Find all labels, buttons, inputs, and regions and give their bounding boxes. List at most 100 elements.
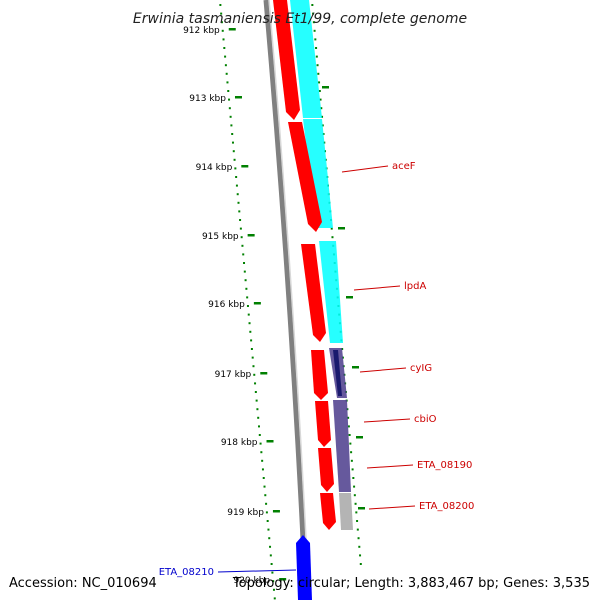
guide-tick — [338, 227, 345, 230]
gene-label[interactable]: ETA_08210 — [159, 567, 214, 578]
guide-dot — [316, 64, 319, 67]
guide-dot — [317, 72, 320, 75]
guide-dot — [341, 348, 344, 350]
guide-dot — [315, 47, 318, 49]
guide-dot — [347, 425, 350, 428]
gene-label[interactable]: ETA_08200 — [419, 501, 474, 512]
tick-label: 915 kbp — [202, 232, 239, 242]
guide-dot — [351, 468, 354, 471]
gene-label[interactable]: cbiO — [414, 414, 437, 425]
ruler-dot — [267, 528, 270, 531]
tick-label: 912 kbp — [183, 26, 220, 36]
gene-leader-line — [359, 367, 407, 373]
guide-dot — [330, 227, 333, 230]
gene-label[interactable]: cyIG — [410, 363, 432, 374]
ruler-dot — [253, 373, 256, 376]
major-tick — [234, 96, 242, 99]
gene-label[interactable]: aceF — [392, 161, 416, 172]
guide-dot — [312, 21, 315, 24]
ruler-dot — [247, 313, 250, 316]
ruler-dot — [257, 425, 260, 428]
guide-dot — [350, 451, 353, 454]
major-tick — [266, 440, 274, 443]
major-tick — [279, 578, 287, 581]
ruler-dot — [255, 399, 258, 402]
ruler-dot — [237, 201, 240, 204]
blast-hit-cyan — [303, 119, 333, 228]
ruler-dot — [235, 184, 238, 187]
guide-dot — [315, 55, 318, 58]
ruler-dot — [220, 12, 223, 15]
ruler-dot — [252, 365, 255, 368]
tick-label: 914 kbp — [196, 163, 233, 173]
cds-arrow — [311, 350, 328, 400]
guide-dot — [348, 434, 351, 436]
gene-label[interactable]: lpdA — [404, 281, 426, 292]
blast-hit-grey — [339, 493, 353, 530]
genome-backbone-highlight — [268, 0, 310, 600]
ruler-dot — [273, 597, 276, 600]
tick-label: 917 kbp — [215, 370, 252, 380]
ruler-dot — [257, 416, 260, 419]
cds-arrow — [288, 122, 322, 232]
ruler-dot — [270, 563, 273, 565]
guide-dot — [356, 520, 359, 522]
major-tick — [247, 234, 255, 237]
guide-dot — [349, 442, 352, 445]
guide-dot — [354, 502, 357, 505]
ruler-dot — [234, 167, 237, 170]
ruler-dot — [229, 115, 232, 118]
ruler-dot — [226, 81, 229, 84]
cds-arrow — [320, 493, 336, 530]
ruler-dot — [250, 348, 253, 350]
blast-hit-purple — [333, 400, 351, 492]
ruler-dot — [263, 485, 266, 488]
ruler-dot — [224, 55, 227, 58]
gene-label[interactable]: ETA_08190 — [417, 460, 472, 471]
guide-dot — [321, 115, 324, 118]
guide-dot — [347, 416, 350, 419]
ruler-dot — [260, 451, 263, 454]
guide-tick — [358, 507, 365, 510]
ruler-dot — [251, 356, 254, 359]
genome-backbone — [263, 0, 309, 600]
guide-dot — [318, 90, 321, 92]
ruler-dot — [265, 511, 268, 514]
major-tick — [228, 28, 236, 31]
ruler-dot — [233, 158, 236, 161]
guide-dot — [357, 537, 360, 540]
guide-dot — [352, 477, 355, 479]
cds-arrow — [315, 401, 331, 447]
ruler-dot — [246, 305, 249, 307]
ruler-dot — [261, 459, 264, 462]
guide-tick — [352, 366, 359, 369]
guide-tick — [346, 296, 353, 299]
ruler-dot — [236, 193, 239, 196]
ruler-dot — [254, 391, 257, 393]
tick-ruler — [219, 4, 276, 600]
guide-dot — [355, 511, 358, 514]
ruler-dot — [219, 4, 222, 6]
ruler-dot — [228, 107, 231, 110]
tick-label: 920 kbp — [233, 576, 270, 586]
ruler-dot — [222, 38, 225, 41]
ruler-dot — [271, 571, 274, 574]
ruler-dot — [264, 494, 267, 497]
ruler-dot — [231, 133, 234, 135]
ruler-dot — [240, 236, 243, 239]
ruler-dot — [259, 442, 262, 445]
tick-label: 913 kbp — [189, 94, 226, 104]
ruler-dot — [272, 588, 275, 591]
ruler-dot — [238, 210, 241, 213]
ruler-dot — [246, 296, 249, 299]
guide-dot — [313, 29, 316, 32]
guide-dot — [331, 236, 334, 239]
major-tick — [241, 165, 249, 168]
guide-dot — [321, 124, 324, 127]
ruler-dot — [268, 537, 271, 540]
guide-dot — [356, 528, 359, 531]
guide-dot — [319, 98, 322, 101]
gene-leader-line — [341, 165, 389, 173]
ruler-dot — [220, 21, 223, 24]
